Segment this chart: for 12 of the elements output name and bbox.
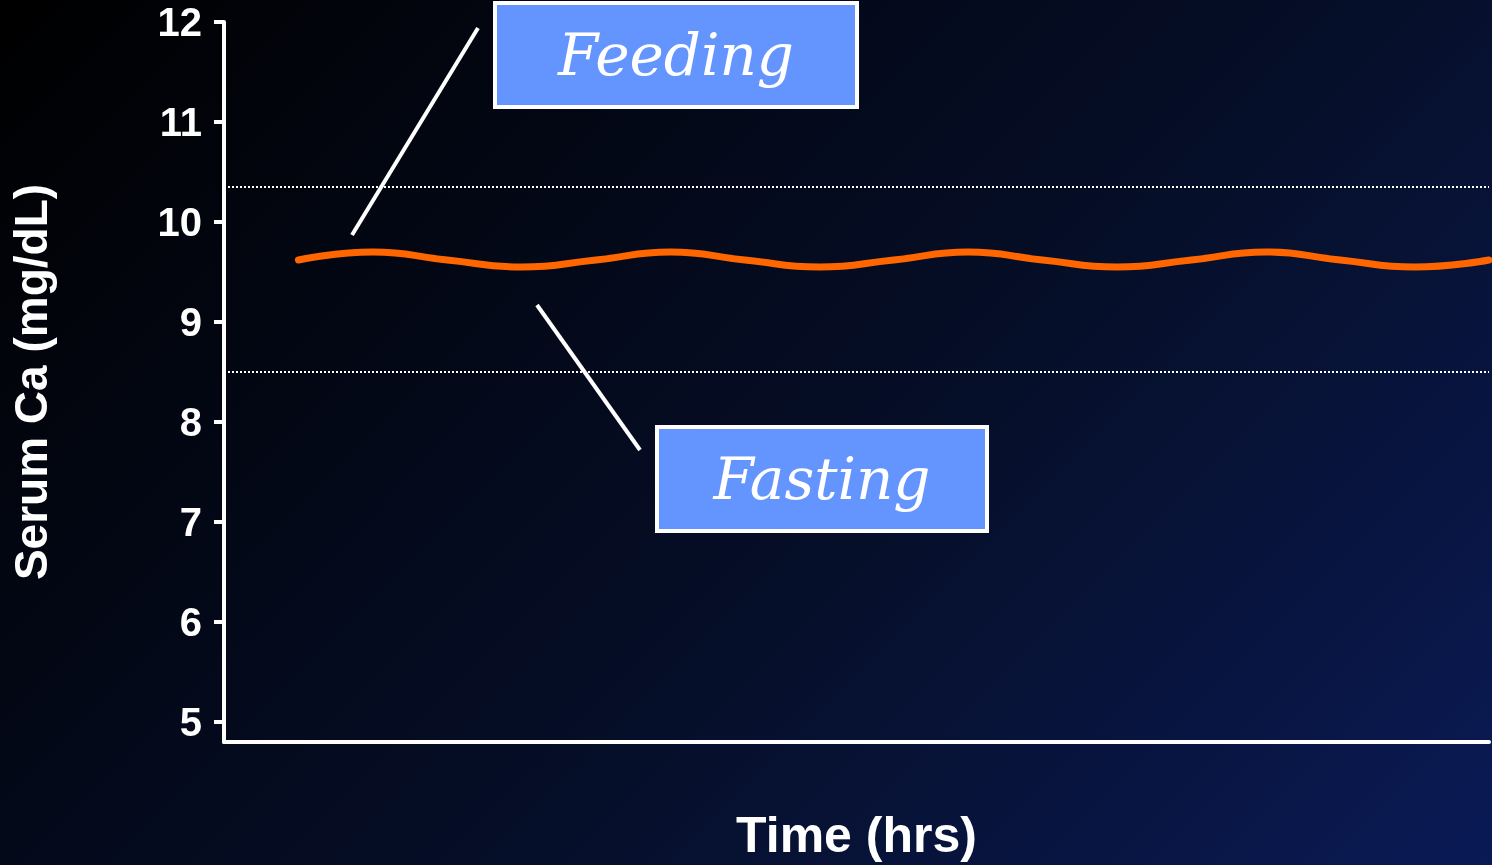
annotation: Fasting [712, 445, 931, 513]
y-tick-label: 6 [179, 600, 202, 644]
y-tick-label: 12 [157, 0, 202, 44]
y-tick-label: 10 [157, 200, 202, 244]
x-axis-title: Time (hrs) [736, 807, 977, 863]
annotation: Feeding [557, 21, 794, 89]
y-tick-label: 5 [179, 700, 202, 744]
y-tick-label: 7 [179, 500, 202, 544]
y-tick-label: 8 [179, 400, 202, 444]
y-tick-label: 9 [179, 300, 202, 344]
y-axis-title: Serum Ca (mg/dL) [5, 183, 57, 581]
y-tick-label: 11 [159, 100, 202, 144]
